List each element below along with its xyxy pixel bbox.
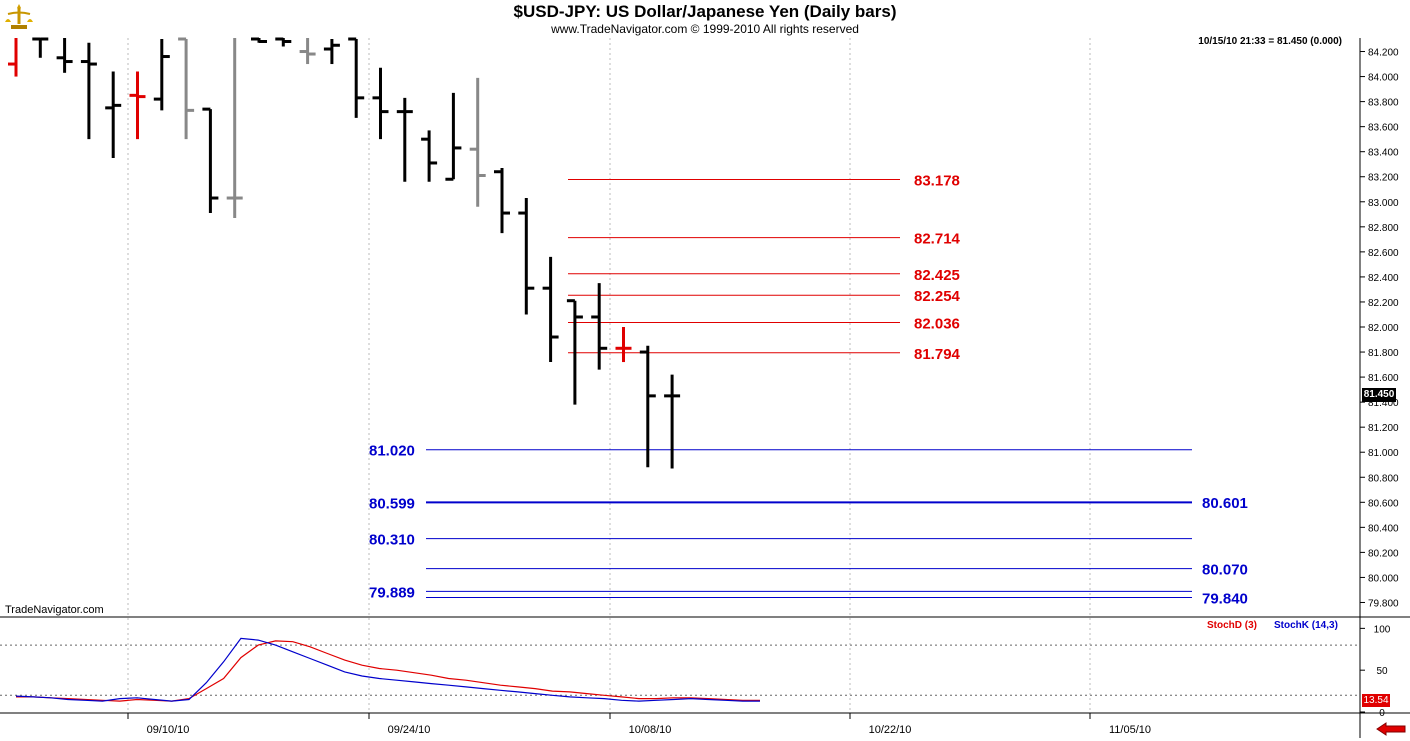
ohlc-bar <box>251 37 267 44</box>
fib-label-blue: 80.601 <box>1202 495 1248 512</box>
fib-label-red: 81.794 <box>914 346 961 363</box>
stoch-d-legend: StochD (3) <box>1207 620 1257 631</box>
chart-title: $USD-JPY: US Dollar/Japanese Yen (Daily … <box>513 2 897 21</box>
stoch-value-tag: 13.54 <box>1362 694 1390 707</box>
ohlc-bar <box>372 67 389 140</box>
price-readout: 10/15/10 21:33 = 81.450 (0.000) <box>1198 36 1342 47</box>
price-tick-label: 83.200 <box>1368 173 1399 184</box>
ohlc-bar <box>396 97 413 182</box>
price-tick-label: 83.800 <box>1368 98 1399 109</box>
price-tick-label: 81.000 <box>1368 448 1399 459</box>
date-tick-label: 09/10/10 <box>147 724 190 736</box>
scroll-left-arrow-icon[interactable] <box>1376 722 1406 736</box>
price-tick-label: 82.600 <box>1368 248 1399 259</box>
fib-label-red: 82.036 <box>914 315 960 332</box>
fib-label-blue: 80.310 <box>369 532 415 549</box>
ohlc-bar <box>275 37 292 47</box>
chart-subtitle: www.TradeNavigator.com © 1999-2010 All r… <box>551 22 859 36</box>
ohlc-bar <box>421 130 438 182</box>
price-tick-label: 80.200 <box>1368 548 1399 559</box>
price-bars-layer <box>8 37 681 469</box>
fib-label-red: 82.425 <box>914 267 960 284</box>
ohlc-bar <box>129 71 146 140</box>
date-tick-label: 09/24/10 <box>388 724 431 736</box>
ohlc-bar <box>323 39 340 65</box>
fib-lines-layer: 83.178 82.714 82.425 82.254 82.036 81.794 81.0… <box>369 172 1248 607</box>
ohlc-bar <box>153 39 170 111</box>
price-tick-label: 80.400 <box>1368 523 1399 534</box>
ohlc-bar <box>445 92 462 181</box>
price-tick-label: 81.200 <box>1368 423 1399 434</box>
fib-label-blue: 79.840 <box>1202 590 1248 607</box>
ohlc-bar <box>639 345 656 468</box>
ohlc-bar <box>32 37 49 58</box>
price-tick-label: 82.400 <box>1368 273 1399 284</box>
stoch-tick-label: 100 <box>1374 624 1391 635</box>
ohlc-bar <box>615 327 632 363</box>
ohlc-bar <box>80 42 97 140</box>
ohlc-bar <box>178 37 195 140</box>
date-tick-label: 10/22/10 <box>869 724 912 736</box>
price-tick-label: 81.800 <box>1368 348 1399 359</box>
last-price-tag: 81.450 <box>1362 388 1396 402</box>
date-axis-layer: 09/10/10 09/24/10 10/08/10 10/22/10 11/05/10 <box>127 713 1151 736</box>
price-tick-label: 83.400 <box>1368 148 1399 159</box>
price-tick-label: 84.000 <box>1368 73 1399 84</box>
ohlc-bar <box>542 256 559 363</box>
ohlc-bar <box>469 77 486 207</box>
stoch-k-line <box>15 637 760 702</box>
ohlc-bar <box>566 299 583 405</box>
price-tick-label: 82.200 <box>1368 298 1399 309</box>
price-tick-label: 80.800 <box>1368 473 1399 484</box>
watermark-label: TradeNavigator.com <box>5 604 104 616</box>
ohlc-bar <box>348 37 365 118</box>
stoch-tick-label: 0 <box>1379 708 1385 719</box>
ohlc-bar <box>518 198 535 315</box>
fib-label-red: 82.254 <box>914 288 961 305</box>
price-tick-label: 80.000 <box>1368 573 1399 584</box>
price-tick-label: 82.000 <box>1368 323 1399 334</box>
date-tick-label: 11/05/10 <box>1109 724 1151 736</box>
date-tick-label: 10/08/10 <box>629 724 672 736</box>
price-tick-label: 81.600 <box>1368 373 1399 384</box>
ohlc-bar <box>105 71 122 158</box>
ohlc-bar <box>299 38 316 65</box>
price-tick-label: 83.000 <box>1368 198 1399 209</box>
grid-layer <box>127 38 1091 712</box>
trade-navigator-logo-icon <box>2 2 36 32</box>
fib-label-blue: 80.070 <box>1202 562 1248 579</box>
ohlc-bar <box>226 38 243 219</box>
fib-label-blue: 81.020 <box>369 443 415 460</box>
ohlc-bar <box>202 107 219 214</box>
fib-label-blue: 79.889 <box>369 584 415 601</box>
ohlc-bar <box>591 283 608 370</box>
price-tick-label: 83.600 <box>1368 123 1399 134</box>
price-tick-label: 81.400 <box>1368 398 1399 409</box>
ohlc-bar <box>664 374 681 469</box>
stoch-k-legend: StochK (14,3) <box>1274 620 1338 631</box>
price-tick-label: 80.600 <box>1368 498 1399 509</box>
fib-label-blue: 80.599 <box>369 495 415 512</box>
price-tick-label: 79.800 <box>1368 598 1399 609</box>
price-axis-layer: 84.200 84.000 83.800 83.600 83.400 83.200 83.0… <box>0 38 1410 738</box>
ohlc-bar <box>8 38 18 77</box>
fib-label-red: 82.714 <box>914 231 961 248</box>
price-tick-label: 84.200 <box>1368 48 1399 59</box>
stoch-tick-label: 50 <box>1376 666 1388 677</box>
fib-label-red: 83.178 <box>914 172 960 189</box>
price-tick-label: 82.800 <box>1368 223 1399 234</box>
ohlc-bar <box>494 167 510 234</box>
stoch-d-line <box>16 640 760 702</box>
stochastic-panel: 100 50 0 <box>0 624 1391 719</box>
ohlc-bar <box>56 38 73 73</box>
